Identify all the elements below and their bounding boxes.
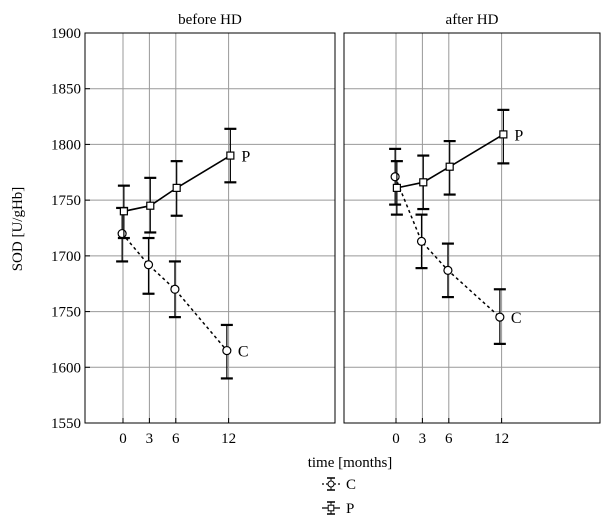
series-line-p: [396, 133, 504, 189]
series-line-c: [121, 233, 228, 352]
x-tick-label: 0: [119, 431, 127, 447]
x-tick-label: 0: [392, 431, 400, 447]
y-tick-label: 1800: [51, 137, 81, 153]
y-tick-label: 1750: [51, 305, 81, 321]
y-axis-label: SOD [U/gHb]: [10, 187, 26, 272]
legend: CP: [322, 477, 356, 517]
data-point-square: [392, 183, 401, 192]
panel-after-hd: after HD 0 3 6 12 C P: [343, 12, 601, 447]
data-point-circle: [117, 228, 127, 239]
series-line-p: [123, 154, 231, 213]
x-tick-label: 6: [172, 431, 180, 447]
x-axis-label: time [months]: [308, 455, 393, 471]
series-end-label: P: [241, 149, 250, 166]
data-point-circle: [443, 265, 453, 275]
panel-before-hd: before HD 1550 1600 1750 1700 1750 1800 1850 190…: [51, 12, 336, 447]
y-tick-label: 1600: [51, 360, 81, 376]
series-end-label: C: [238, 344, 249, 361]
data-point-circle: [222, 345, 232, 356]
data-point-square: [146, 201, 155, 210]
series-end-label: P: [514, 127, 523, 144]
legend-item-p: P: [322, 501, 354, 517]
y-tick-label: 1550: [51, 416, 81, 432]
panel-title: before HD: [178, 12, 242, 28]
data-point-square: [419, 178, 428, 187]
x-tick-label: 6: [445, 431, 453, 447]
series-end-label: C: [511, 310, 522, 327]
data-point-square: [119, 207, 128, 216]
series-p: P: [390, 108, 523, 216]
x-tick-label: 3: [419, 431, 427, 447]
y-tick-label: 1900: [51, 26, 81, 42]
data-point-circle: [495, 312, 505, 322]
legend-label: P: [346, 501, 354, 517]
data-point-square: [499, 130, 508, 139]
panel-frame: [84, 32, 336, 424]
data-point-circle: [170, 284, 180, 294]
data-point-circle: [390, 172, 400, 182]
y-tick-label: 1700: [51, 249, 81, 265]
panel-title: after HD: [446, 12, 499, 28]
x-tick-label: 12: [221, 431, 236, 447]
y-tick-label: 1750: [51, 193, 81, 209]
legend-marker-square: [327, 504, 335, 512]
series-p: P: [117, 127, 250, 240]
data-point-square: [172, 183, 181, 192]
legend-item-c: C: [322, 477, 356, 493]
panel-frame: [343, 32, 601, 424]
panels: before HD 1550 1600 1750 1700 1750 1800 1850 190…: [51, 12, 601, 447]
data-point-square: [226, 151, 235, 160]
data-point-circle: [143, 260, 154, 270]
data-point-square: [445, 162, 454, 171]
x-tick-label: 12: [494, 431, 509, 447]
y-tick-label: 1850: [51, 82, 81, 98]
legend-label: C: [346, 477, 356, 493]
x-tick-label: 3: [146, 431, 154, 447]
data-point-circle: [416, 236, 427, 246]
legend-marker-circle: [327, 480, 335, 488]
